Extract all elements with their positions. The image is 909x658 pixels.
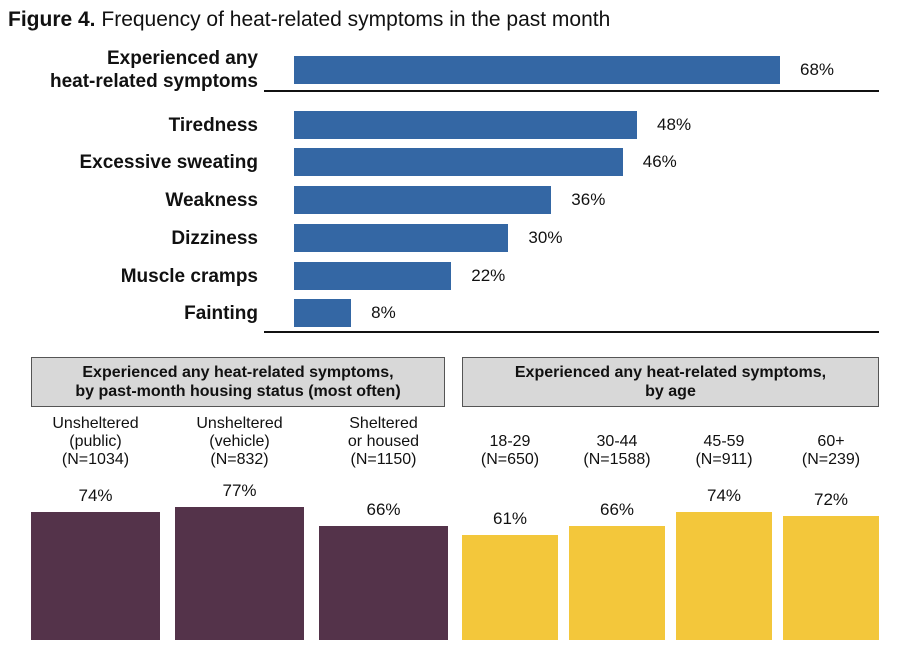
figure-number: Figure 4. [8, 8, 96, 31]
category-label-line: (N=1588) [583, 451, 651, 468]
bar-label-line: Tiredness [168, 114, 258, 136]
bar [319, 526, 448, 640]
divider-line [264, 90, 879, 92]
category-label-line: (N=650) [480, 451, 540, 468]
bar [294, 262, 452, 290]
category-label-line: (N=911) [695, 451, 753, 468]
bar [294, 224, 509, 252]
category-label: 60+ (N=239) [783, 433, 879, 469]
data-label: 66% [366, 500, 401, 519]
bar-label: Experienced any heat-related symptoms [50, 47, 258, 93]
category-label: 18-29 (N=650) [462, 433, 558, 469]
figure-caption: Frequency of heat-related symptoms in th… [101, 8, 611, 31]
category-label-line: 30-44 [596, 433, 638, 450]
bar-label: Dizziness [171, 227, 258, 250]
bar [31, 512, 160, 640]
bar [294, 186, 552, 214]
bar-label-line: heat-related symptoms [49, 71, 258, 92]
panel-header: Experienced any heat-related symptoms, by… [462, 357, 879, 407]
bar-label: Excessive sweating [80, 151, 259, 174]
bar-label: Weakness [165, 189, 258, 212]
data-label: 61% [492, 508, 528, 528]
category-label: Sheltered or housed (N=1150) [319, 415, 448, 469]
axis-baseline [264, 331, 879, 333]
data-label: 8% [371, 303, 396, 322]
category-label-line: 60+ [817, 433, 845, 450]
category-label: 30-44 (N=1588) [569, 433, 665, 469]
category-label-line: (N=239) [801, 451, 861, 468]
panel-header-line: Experienced any heat-related symptoms, [82, 364, 394, 381]
data-label: 68% [800, 60, 835, 79]
bar [676, 512, 772, 640]
bar [783, 515, 879, 640]
data-label: 74% [78, 486, 113, 506]
category-label: 45-59 (N=911) [676, 433, 772, 469]
category-label-line: 18-29 [489, 433, 531, 450]
bar-label-line: Weakness [165, 189, 258, 211]
data-label: 48% [657, 115, 692, 134]
bar-label-line: Excessive sweating [79, 151, 259, 173]
category-label-line: (public) [69, 433, 122, 450]
data-label: 74% [706, 486, 742, 506]
category-label-line: Unsheltered [52, 415, 139, 432]
category-label: Unsheltered (public) (N=1034) [31, 415, 160, 469]
bar [294, 111, 638, 139]
panel-header-line: Experienced any heat-related symptoms, [514, 364, 827, 381]
panel-header: Experienced any heat-related symptoms, by… [31, 357, 445, 407]
data-label: 66% [599, 500, 635, 519]
category-label-line: (vehicle) [209, 433, 270, 450]
bar [294, 148, 623, 176]
bar-label-line: Fainting [184, 302, 258, 324]
bar [294, 56, 780, 84]
category-label-line: (N=832) [210, 451, 269, 468]
data-label: 72% [813, 489, 849, 509]
bar-label-line: Dizziness [171, 227, 258, 249]
bar-label: Fainting [184, 302, 258, 325]
bar [462, 534, 558, 640]
data-label: 77% [222, 481, 257, 500]
category-label-line: (N=1150) [350, 451, 417, 468]
bar [294, 299, 352, 327]
category-label-line: Sheltered [349, 415, 418, 432]
bar-label-line: Experienced any [106, 48, 258, 69]
bar-label-line: Muscle cramps [120, 265, 258, 287]
bar-label: Muscle cramps [121, 265, 258, 288]
data-label: 30% [528, 228, 563, 247]
category-label-line: Unsheltered [196, 415, 283, 432]
bar [175, 507, 304, 640]
category-label-line: or housed [347, 433, 420, 450]
bar-label: Tiredness [169, 114, 258, 137]
data-label: 46% [642, 152, 677, 171]
panel-header-line: by age [645, 383, 696, 400]
panel-header-line: by past-month housing status (most often… [75, 383, 401, 400]
bar [569, 526, 665, 640]
figure-title: Figure 4. Frequency of heat-related symp… [8, 8, 610, 32]
category-label: Unsheltered (vehicle) (N=832) [175, 415, 304, 469]
category-label-line: 45-59 [703, 433, 745, 450]
category-label-line: (N=1034) [61, 451, 130, 468]
data-label: 22% [471, 266, 506, 285]
data-label: 36% [571, 190, 606, 209]
